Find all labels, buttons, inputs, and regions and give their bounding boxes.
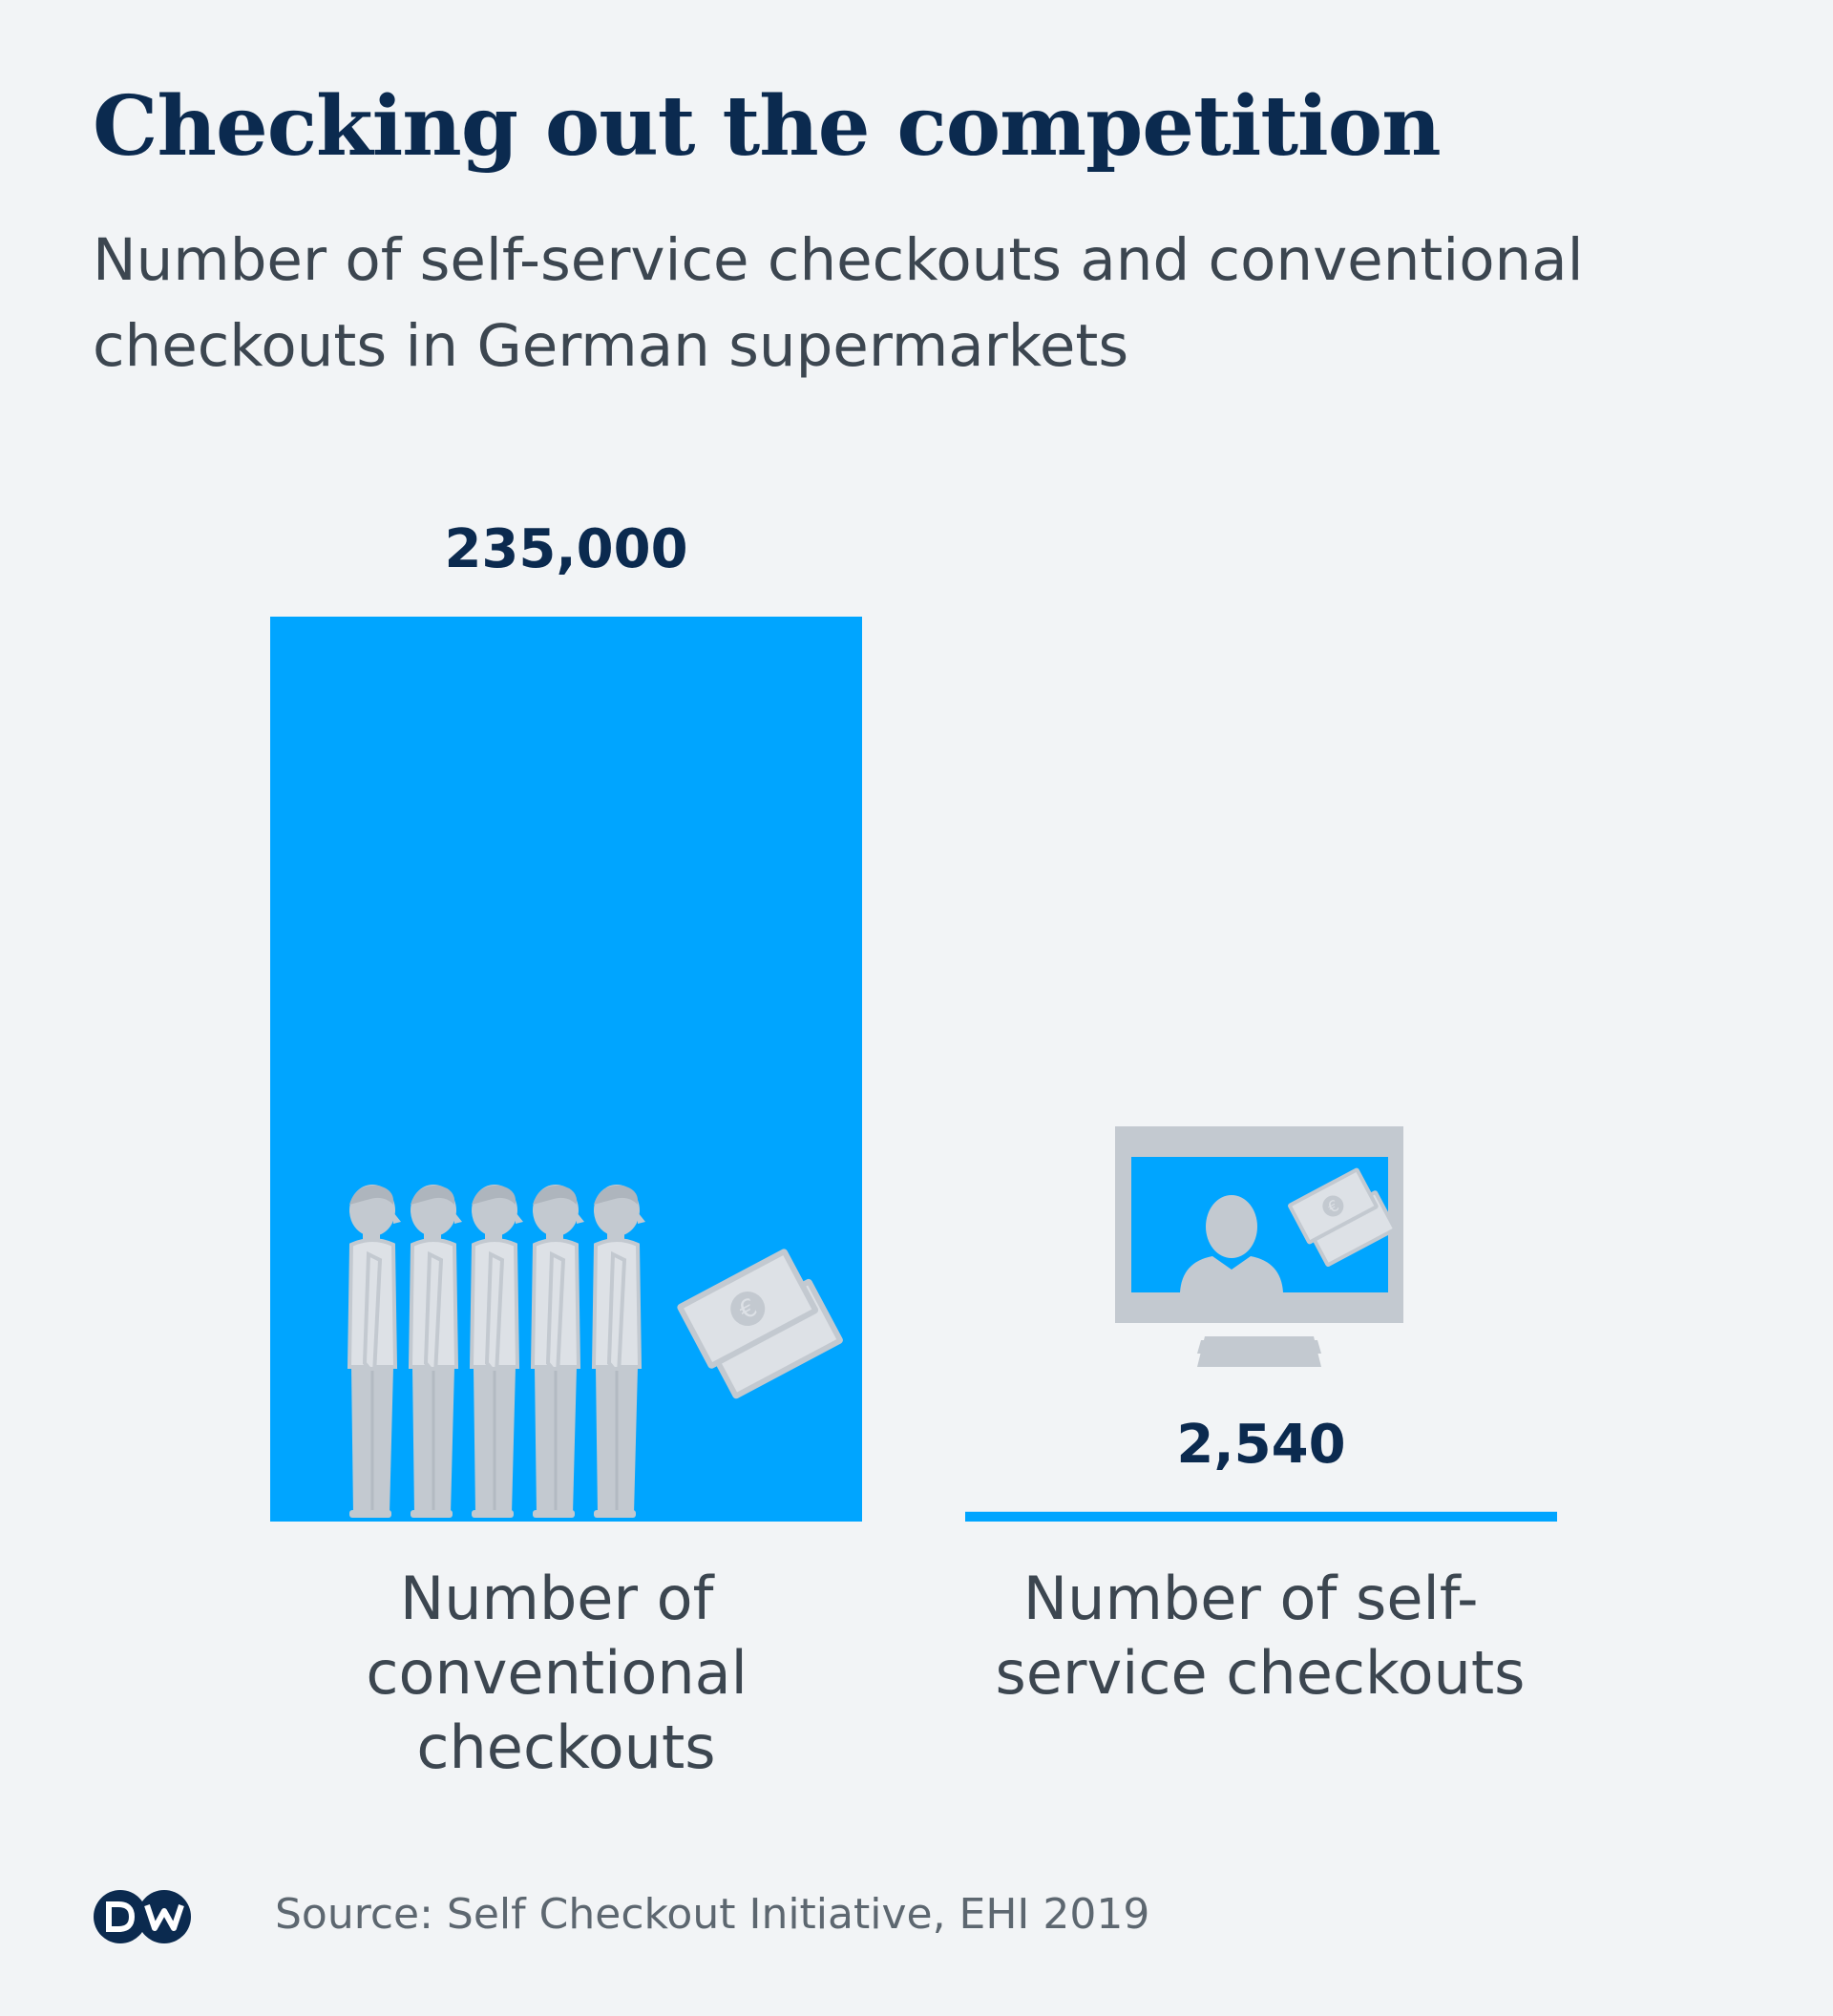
bar-self-service-checkouts: [965, 1511, 1557, 1522]
category-label-line: Number of: [400, 1564, 716, 1633]
category-label-line: Number of self-: [1023, 1564, 1479, 1633]
category-label-line: service checkouts: [996, 1638, 1526, 1708]
banknotes-icon: €: [677, 1249, 843, 1399]
category-label-self-service: Number of self- service checkouts: [996, 1564, 1526, 1708]
category-label-conventional: Number of conventional checkouts: [366, 1564, 766, 1782]
value-label-self-service: 2,540: [1176, 1414, 1345, 1476]
source-note: Source: Self Checkout Initiative, EHI 20…: [275, 1890, 1150, 1939]
category-label-line: conventional: [366, 1638, 747, 1708]
chart-title: Checking out the competition: [93, 78, 1442, 175]
value-label-conventional: 235,000: [444, 518, 687, 580]
dw-logo: [92, 1888, 193, 1945]
chart-subtitle: Number of self-service checkouts and con…: [93, 226, 1584, 380]
category-label-line: checkouts: [416, 1712, 715, 1782]
self-checkout-monitor-icon: €: [1115, 1126, 1403, 1367]
